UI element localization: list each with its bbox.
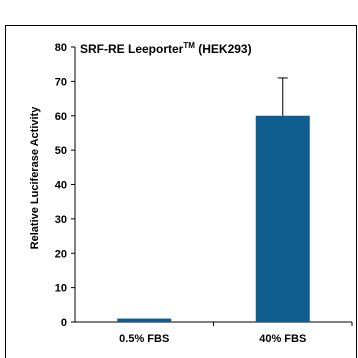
y-tick-label: 10 — [55, 283, 67, 295]
bar — [255, 115, 310, 322]
y-tick-label: 30 — [55, 214, 67, 226]
y-tick-label: 0 — [61, 317, 67, 329]
y-tick-label: 50 — [55, 145, 67, 157]
y-tick-label: 40 — [55, 180, 67, 192]
y-tick-label: 70 — [55, 76, 67, 88]
x-category-label: 0.5% FBS — [119, 333, 169, 345]
chart-title: SRF-RE LeeporterTM (HEK293) — [80, 41, 252, 56]
y-tick-label: 60 — [55, 111, 67, 123]
chart-frame — [5, 25, 357, 358]
x-category-label: 40% FBS — [259, 333, 306, 345]
y-axis-label: Relative Luciferase Activity — [29, 106, 41, 250]
bar — [117, 318, 172, 322]
chart-title-suffix: (HEK293) — [195, 42, 252, 56]
chart-title-main: SRF-RE Leeporter — [80, 42, 184, 56]
y-tick-label: 80 — [55, 42, 67, 54]
chart-title-superscript: TM — [183, 41, 195, 50]
y-tick-label: 20 — [55, 248, 67, 260]
